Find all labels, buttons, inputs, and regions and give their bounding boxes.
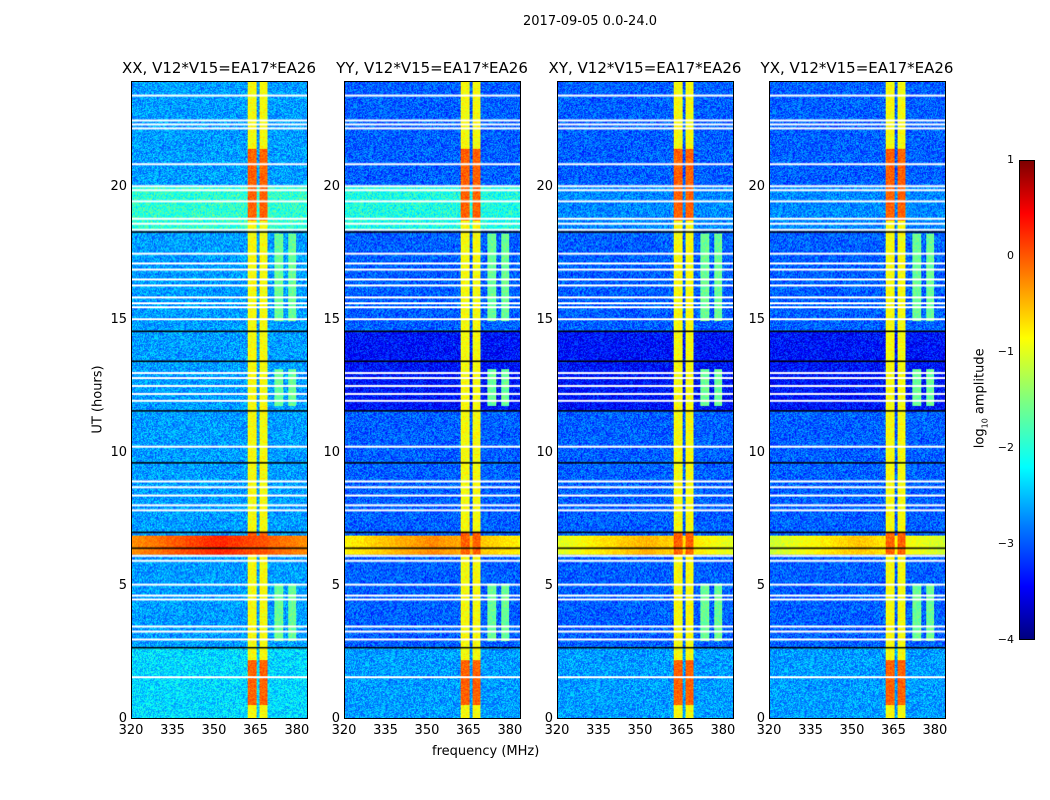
x-tick-label: 350 <box>201 723 227 738</box>
colorbar-tick-label: −3 <box>997 537 1014 550</box>
x-tick-label: 380 <box>922 723 948 738</box>
y-tick-label: 20 <box>110 179 127 195</box>
figure-title: 2017-09-05 0.0-24.0 <box>523 14 657 29</box>
y-tick-label: 0 <box>756 711 765 726</box>
colorbar-label: log10 amplitude <box>972 348 990 449</box>
x-tick-label: 335 <box>373 723 398 738</box>
x-tick-label: 335 <box>160 723 185 738</box>
y-tick-label: 10 <box>110 445 127 461</box>
x-tick-label: 380 <box>710 723 736 738</box>
x-tick-label: 335 <box>586 723 611 738</box>
y-tick-label: 0 <box>544 711 553 726</box>
colorbar-tick-label: 0 <box>1007 249 1014 262</box>
y-tick-label: 15 <box>323 312 340 328</box>
y-axis-label: UT (hours) <box>90 365 106 434</box>
colorbar-tick-label: 1 <box>1007 153 1014 166</box>
heatmap-image <box>558 82 733 718</box>
colorbar-tick-label: −4 <box>997 633 1014 646</box>
x-tick-label: 335 <box>798 723 823 738</box>
x-tick-label: 320 <box>118 723 144 738</box>
colorbar-tick-label: −2 <box>997 441 1014 454</box>
x-tick-label: 365 <box>669 723 694 738</box>
y-tick-label: 20 <box>748 179 765 195</box>
spectrogram-panel <box>344 81 521 719</box>
heatmap-image <box>132 82 307 718</box>
x-tick-label: 320 <box>544 723 570 738</box>
spectrogram-panel <box>557 81 734 719</box>
spectrogram-panel <box>769 81 946 719</box>
x-axis-label: frequency (MHz) <box>432 744 540 759</box>
x-tick-label: 350 <box>414 723 440 738</box>
heatmap-image <box>770 82 945 718</box>
y-tick-label: 5 <box>544 578 553 594</box>
panel-title: XY, V12*V15=EA17*EA26 <box>548 59 742 77</box>
y-tick-label: 5 <box>118 578 127 594</box>
x-tick-label: 365 <box>881 723 906 738</box>
panel-title: YY, V12*V15=EA17*EA26 <box>336 59 528 77</box>
y-tick-label: 15 <box>110 312 127 328</box>
spectrogram-panel <box>131 81 308 719</box>
y-tick-label: 15 <box>536 312 553 328</box>
panel-title: XX, V12*V15=EA17*EA26 <box>121 59 316 77</box>
x-tick-label: 380 <box>497 723 523 738</box>
x-tick-label: 365 <box>243 723 268 738</box>
colorbar-tick-label: −1 <box>997 345 1014 358</box>
y-tick-label: 0 <box>118 711 127 726</box>
y-tick-label: 10 <box>323 445 340 461</box>
x-tick-label: 365 <box>456 723 481 738</box>
y-tick-label: 10 <box>748 445 765 461</box>
x-tick-label: 320 <box>756 723 782 738</box>
y-tick-label: 20 <box>536 179 553 195</box>
colorbar <box>1019 160 1035 640</box>
y-tick-label: 20 <box>323 179 340 195</box>
panel-title: YX, V12*V15=EA17*EA26 <box>760 59 954 77</box>
y-tick-label: 15 <box>748 312 765 328</box>
x-tick-label: 350 <box>839 723 865 738</box>
y-tick-label: 5 <box>756 578 765 594</box>
heatmap-image <box>345 82 520 718</box>
y-tick-label: 5 <box>331 578 340 594</box>
x-tick-label: 380 <box>284 723 310 738</box>
y-tick-label: 10 <box>536 445 553 461</box>
y-tick-label: 0 <box>331 711 340 726</box>
x-tick-label: 350 <box>627 723 653 738</box>
x-tick-label: 320 <box>331 723 357 738</box>
